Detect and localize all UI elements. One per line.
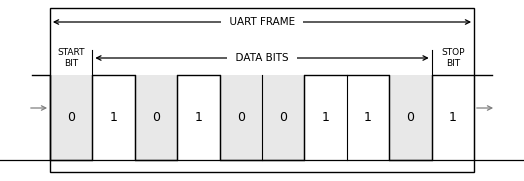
Text: START
BIT: START BIT — [58, 48, 85, 68]
Text: 1: 1 — [194, 111, 202, 124]
Bar — [135, 75, 177, 160]
Text: 0: 0 — [407, 111, 414, 124]
Text: 1: 1 — [110, 111, 117, 124]
Bar — [177, 75, 220, 160]
Text: 1: 1 — [322, 111, 330, 124]
Text: 0: 0 — [67, 111, 75, 124]
Bar — [50, 8, 474, 172]
Bar — [389, 75, 432, 160]
Text: 0: 0 — [279, 111, 287, 124]
Bar — [262, 75, 304, 160]
Bar — [220, 75, 262, 160]
Text: 1: 1 — [449, 111, 457, 124]
Text: UART FRAME: UART FRAME — [223, 17, 301, 27]
Bar — [304, 75, 347, 160]
Text: 0: 0 — [237, 111, 245, 124]
Text: DATA BITS: DATA BITS — [229, 53, 295, 63]
Bar — [432, 75, 474, 160]
Bar — [347, 75, 389, 160]
Text: 1: 1 — [364, 111, 372, 124]
Bar — [92, 75, 135, 160]
Text: 0: 0 — [152, 111, 160, 124]
Bar — [50, 75, 92, 160]
Text: STOP
BIT: STOP BIT — [441, 48, 465, 68]
